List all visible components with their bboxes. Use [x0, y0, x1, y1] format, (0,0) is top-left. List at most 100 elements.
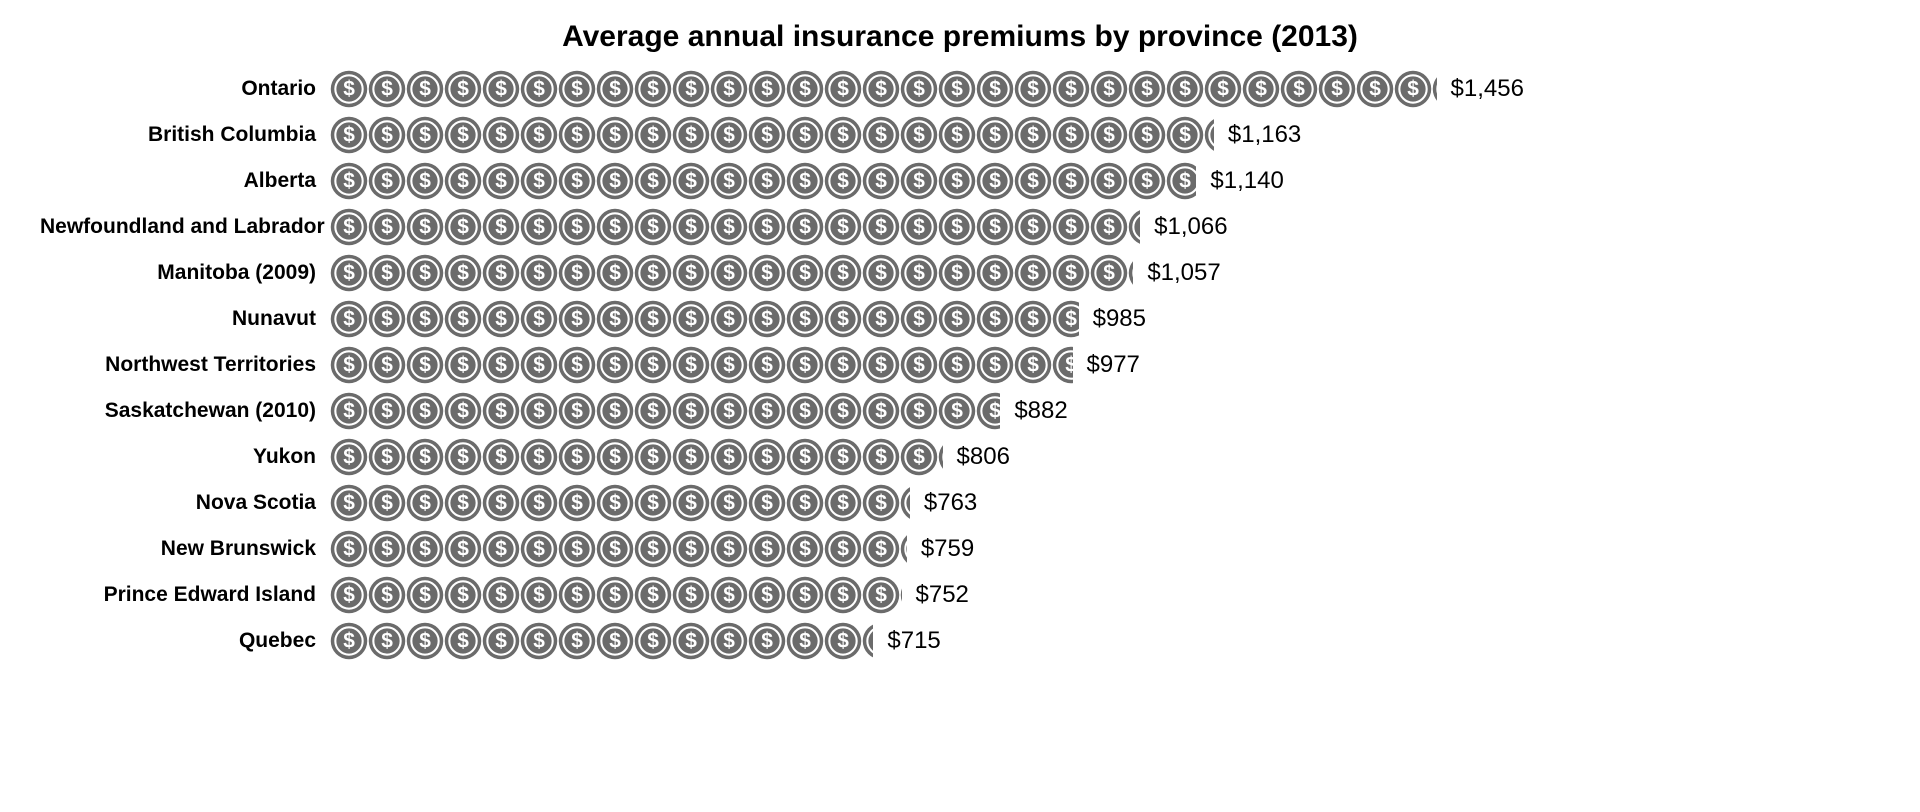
- dollar-coin-icon: $: [672, 208, 710, 246]
- svg-text:$: $: [419, 446, 431, 469]
- dollar-coin-icon: $: [976, 116, 1014, 154]
- dollar-coin-icon: $: [368, 70, 406, 108]
- row-value: $752: [902, 581, 969, 609]
- row-icons: $ $ $ $ $ $ $ $ $ $ $ $ $ $ $ $ $: [330, 162, 1196, 200]
- svg-text:$: $: [989, 124, 1001, 147]
- dollar-coin-icon: $: [368, 346, 406, 384]
- dollar-coin-icon: $: [330, 576, 368, 614]
- dollar-coin-icon: $: [710, 392, 748, 430]
- svg-text:$: $: [571, 400, 583, 423]
- dollar-coin-icon: $: [862, 484, 900, 522]
- dollar-coin-icon: $: [368, 254, 406, 292]
- dollar-coin-icon: $: [368, 208, 406, 246]
- dollar-coin-icon: $: [406, 346, 444, 384]
- svg-text:$: $: [571, 446, 583, 469]
- dollar-coin-icon: $: [634, 70, 672, 108]
- svg-text:$: $: [647, 400, 659, 423]
- svg-text:$: $: [609, 354, 621, 377]
- row-label: Nova Scotia: [40, 491, 330, 515]
- row-value: $882: [1000, 397, 1067, 425]
- svg-text:$: $: [343, 630, 355, 653]
- dollar-coin-icon: $: [938, 346, 976, 384]
- dollar-coin-icon: $: [710, 300, 748, 338]
- svg-text:$: $: [1141, 124, 1153, 147]
- svg-text:$: $: [1065, 78, 1077, 101]
- svg-text:$: $: [875, 584, 887, 607]
- svg-text:$: $: [533, 262, 545, 285]
- dollar-coin-icon: $: [710, 208, 748, 246]
- svg-text:$: $: [609, 124, 621, 147]
- dollar-coin-icon: $: [1014, 346, 1052, 384]
- dollar-coin-icon: $: [672, 530, 710, 568]
- dollar-coin-icon: $: [672, 300, 710, 338]
- svg-text:$: $: [685, 124, 697, 147]
- dollar-coin-icon: $: [330, 116, 368, 154]
- svg-text:$: $: [381, 216, 393, 239]
- dollar-coin-icon: $: [558, 530, 596, 568]
- dollar-coin-icon: $: [710, 576, 748, 614]
- svg-text:$: $: [875, 446, 887, 469]
- dollar-coin-icon: $: [938, 300, 976, 338]
- svg-text:$: $: [1027, 308, 1039, 331]
- dollar-coin-icon: $: [520, 208, 558, 246]
- dollar-coin-icon: $: [672, 70, 710, 108]
- row-icons: $ $ $ $ $ $ $ $ $ $ $ $ $ $ $ $ $: [330, 300, 1079, 338]
- dollar-coin-icon: $: [596, 70, 634, 108]
- dollar-coin-icon: $: [520, 70, 558, 108]
- svg-text:$: $: [723, 124, 735, 147]
- chart-row: Alberta $ $ $ $ $ $ $ $ $ $ $ $ $ $ $ $: [40, 162, 1880, 200]
- row-value: $763: [910, 489, 977, 517]
- dollar-coin-icon: $: [786, 70, 824, 108]
- svg-text:$: $: [837, 630, 849, 653]
- dollar-coin-icon: $: [748, 576, 786, 614]
- svg-text:$: $: [533, 78, 545, 101]
- svg-text:$: $: [1331, 78, 1343, 101]
- row-value: $806: [943, 443, 1010, 471]
- svg-text:$: $: [1255, 78, 1267, 101]
- dollar-coin-icon: $: [520, 162, 558, 200]
- dollar-coin-icon: $: [748, 530, 786, 568]
- svg-text:$: $: [951, 308, 963, 331]
- row-value: $759: [907, 535, 974, 563]
- svg-text:$: $: [419, 354, 431, 377]
- svg-text:$: $: [761, 584, 773, 607]
- dollar-coin-icon: $: [482, 346, 520, 384]
- svg-text:$: $: [533, 354, 545, 377]
- dollar-coin-icon: $: [824, 622, 862, 660]
- dollar-coin-icon: $: [786, 484, 824, 522]
- dollar-coin-icon: $: [596, 346, 634, 384]
- svg-text:$: $: [913, 308, 925, 331]
- svg-text:$: $: [457, 170, 469, 193]
- svg-text:$: $: [837, 584, 849, 607]
- dollar-coin-icon: $: [672, 116, 710, 154]
- svg-text:$: $: [837, 216, 849, 239]
- svg-text:$: $: [381, 124, 393, 147]
- row-icons: $ $ $ $ $ $ $ $ $ $ $ $ $ $ $ $ $: [330, 254, 1133, 292]
- dollar-coin-icon: $: [406, 392, 444, 430]
- dollar-coin-icon: $: [900, 116, 938, 154]
- dollar-coin-icon: $: [824, 530, 862, 568]
- chart-row: Quebec $ $ $ $ $ $ $ $ $ $ $ $ $ $ $ $71…: [40, 622, 1880, 660]
- svg-text:$: $: [533, 216, 545, 239]
- svg-text:$: $: [381, 262, 393, 285]
- dollar-coin-icon: $: [786, 392, 824, 430]
- svg-text:$: $: [723, 170, 735, 193]
- row-value: $985: [1079, 305, 1146, 333]
- dollar-coin-icon: $: [748, 208, 786, 246]
- svg-text:$: $: [723, 354, 735, 377]
- dollar-coin-icon: $: [710, 530, 748, 568]
- dollar-coin-icon: $: [1014, 116, 1052, 154]
- svg-text:$: $: [571, 308, 583, 331]
- dollar-coin-icon: $: [330, 70, 368, 108]
- svg-text:$: $: [457, 262, 469, 285]
- dollar-coin-icon: $: [444, 162, 482, 200]
- svg-text:$: $: [571, 492, 583, 515]
- row-value: $1,456: [1437, 75, 1524, 103]
- dollar-coin-icon: $: [406, 530, 444, 568]
- row-icons: $ $ $ $ $ $ $ $ $ $ $ $ $ $ $ $ $: [330, 346, 1073, 384]
- dollar-coin-icon: $: [938, 392, 976, 430]
- row-label: Newfoundland and Labrador: [40, 215, 330, 239]
- svg-text:$: $: [799, 492, 811, 515]
- svg-text:$: $: [571, 354, 583, 377]
- dollar-coin-icon: $: [330, 392, 368, 430]
